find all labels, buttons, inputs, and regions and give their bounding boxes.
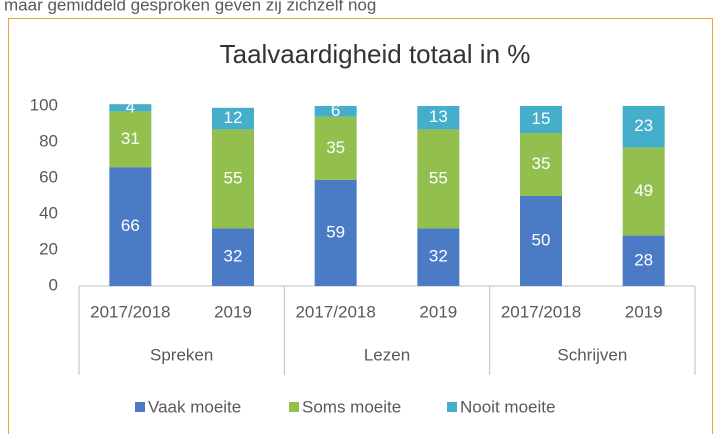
bar-segment [212, 107, 254, 130]
bar-segment [622, 147, 665, 236]
bar-segment [109, 167, 152, 286]
page-text: maar gemiddeld gesproken geven zij zichz… [4, 0, 376, 14]
x-tick-label: 2017/2018 [501, 302, 581, 321]
bar-segment [417, 228, 460, 286]
bar-segment [417, 106, 460, 130]
x-tick-label: 2017/2018 [90, 302, 170, 321]
data-label: 50 [532, 230, 551, 249]
bar-segment [314, 116, 357, 180]
chart-title: Taalvaardigheid totaal in % [220, 39, 531, 69]
bar-segment [212, 228, 254, 286]
legend-label: Soms moeite [302, 397, 401, 416]
data-label: 12 [224, 108, 243, 127]
bar-segment [314, 106, 357, 117]
y-tick-label: 20 [39, 239, 58, 258]
data-label: 55 [224, 168, 243, 187]
bar-segment [314, 179, 357, 286]
data-label: 13 [429, 107, 448, 126]
bar-segment [520, 106, 562, 133]
group-label: Lezen [364, 345, 410, 364]
bar-segment [622, 235, 665, 286]
x-tick-label: 2019 [214, 302, 252, 321]
bar-segment [622, 106, 665, 148]
data-label: 23 [634, 116, 653, 135]
y-tick-label: 60 [39, 167, 58, 186]
data-label: 55 [429, 168, 448, 187]
data-label: 35 [326, 138, 345, 157]
y-tick-label: 100 [30, 95, 58, 114]
data-label: 6 [331, 101, 340, 120]
data-label: 35 [532, 154, 551, 173]
group-label: Spreken [150, 345, 213, 364]
bar-segment [109, 111, 152, 168]
bar-segment [520, 196, 562, 286]
bar-segment [520, 133, 562, 196]
data-label: 32 [429, 247, 448, 266]
legend-label: Nooit moeite [460, 397, 555, 416]
bar-segment [212, 129, 254, 229]
legend-swatch [135, 402, 145, 412]
y-tick-label: 40 [39, 203, 58, 222]
group-label: Schrijven [557, 345, 627, 364]
y-tick-label: 80 [39, 131, 58, 150]
data-label: 4 [126, 97, 135, 116]
data-label: 66 [121, 216, 140, 235]
legend-swatch [289, 402, 299, 412]
data-label: 31 [121, 129, 140, 148]
legend-label: Vaak moeite [148, 397, 241, 416]
data-label: 28 [634, 250, 653, 269]
x-tick-label: 2017/2018 [295, 302, 375, 321]
x-tick-label: 2019 [625, 302, 663, 321]
y-tick-label: 0 [49, 275, 58, 294]
bar-segment [109, 104, 152, 112]
data-label: 15 [532, 109, 551, 128]
data-label: 49 [634, 181, 653, 200]
legend-swatch [447, 402, 457, 412]
x-tick-label: 2019 [419, 302, 457, 321]
data-label: 59 [326, 222, 345, 241]
bar-segment [417, 129, 460, 229]
data-label: 32 [224, 247, 243, 266]
